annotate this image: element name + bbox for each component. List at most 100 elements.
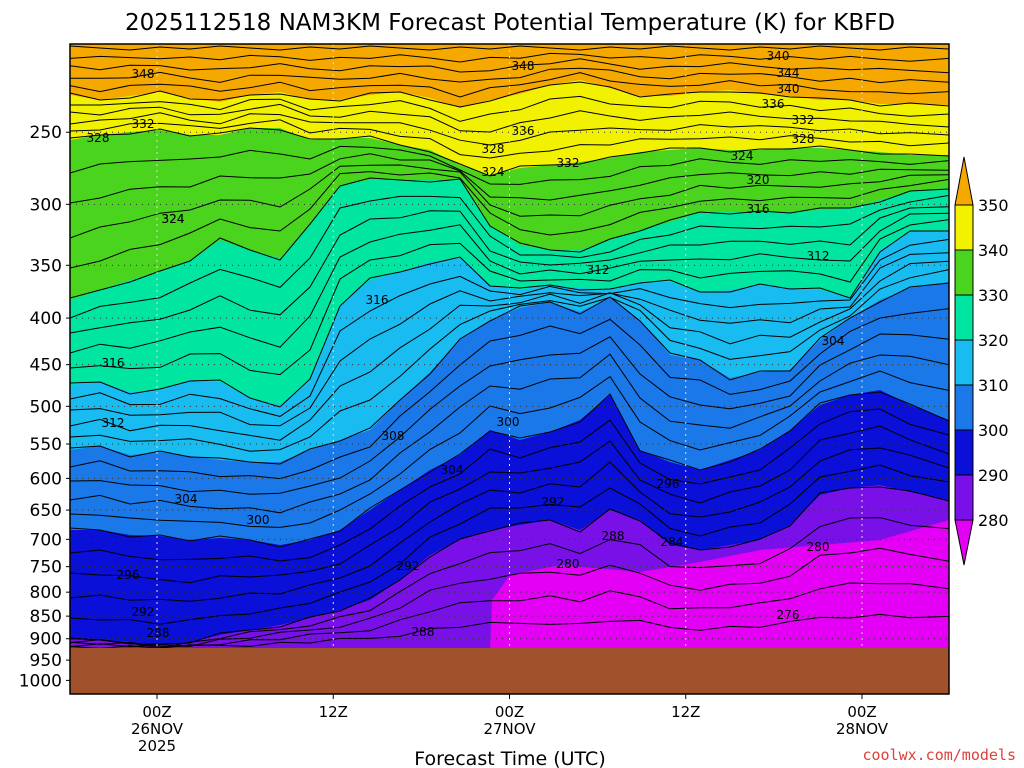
contour-line — [70, 52, 949, 63]
y-tick-label: 350 — [30, 256, 62, 276]
contour-label: 328 — [482, 142, 505, 156]
contour-line — [70, 238, 949, 417]
contour-label: 332 — [792, 113, 815, 127]
x-tick-label: 00Z — [495, 703, 524, 721]
contour-label: 312 — [587, 263, 610, 277]
contour-line — [70, 95, 949, 122]
contour-label: 312 — [102, 416, 125, 430]
plot-area — [70, 44, 949, 694]
contour-line — [70, 260, 949, 441]
y-tick-label: 650 — [30, 501, 62, 521]
contour-label: 332 — [132, 117, 155, 131]
contour-label: 320 — [747, 173, 770, 187]
contour-line — [70, 517, 949, 649]
contour-label: 348 — [132, 67, 155, 81]
y-tick-label: 450 — [30, 356, 62, 376]
contour-line — [70, 194, 949, 319]
contour-label: 296 — [117, 568, 140, 582]
credit-link[interactable]: coolwx.com/models — [862, 746, 1016, 764]
y-tick-label: 250 — [30, 123, 62, 143]
contour-label: 332 — [557, 156, 580, 170]
contour-line — [70, 67, 949, 84]
contour-line — [70, 464, 949, 625]
contour-line — [70, 177, 949, 299]
contour-label: 276 — [777, 608, 800, 622]
y-tick-label: 700 — [30, 530, 62, 550]
colorbar-label: 280 — [978, 511, 1009, 530]
y-tick-label: 500 — [30, 397, 62, 417]
contour-label: 324 — [482, 165, 505, 179]
contour-label: 288 — [602, 529, 625, 543]
contour-line — [70, 164, 949, 239]
colorbar-label: 320 — [978, 331, 1009, 350]
contour-line — [70, 370, 949, 528]
contour-line — [70, 613, 949, 649]
colorbar-segment — [954, 384, 974, 431]
y-tick-label: 300 — [30, 195, 62, 215]
colorbar-below-triangle — [954, 519, 974, 566]
contour-label: 304 — [441, 463, 464, 477]
x-tick-label: 12Z — [319, 703, 348, 721]
contour-line — [70, 230, 949, 408]
x-tick-label: 00Z — [847, 703, 876, 721]
contour-line — [70, 81, 949, 108]
contour-label: 328 — [87, 131, 110, 145]
y-tick-label: 900 — [30, 630, 62, 650]
chart-title: 2025112518 NAM3KM Forecast Potential Tem… — [125, 10, 895, 36]
colorbar-segment — [954, 429, 974, 476]
colorbar-label: 350 — [978, 196, 1009, 215]
contour-label: 296 — [657, 477, 680, 491]
colorbar-segment — [954, 204, 974, 251]
contour-label: 312 — [807, 249, 830, 263]
y-tick-label: 750 — [30, 558, 62, 578]
contour-line — [70, 425, 949, 584]
contour-label: 288 — [412, 625, 435, 639]
colorbar-label: 330 — [978, 286, 1009, 305]
surface-ground — [70, 648, 949, 694]
contour-label: 280 — [557, 557, 580, 571]
contour-line — [70, 171, 949, 269]
y-tick-label: 400 — [30, 309, 62, 329]
y-tick-label: 1000 — [19, 671, 62, 691]
contour-line — [70, 308, 949, 480]
contour-label: 280 — [807, 540, 830, 554]
colorbar-segment — [954, 249, 974, 296]
contour-label: 288 — [147, 626, 170, 640]
contour-label: 324 — [731, 149, 754, 163]
contour-line — [70, 58, 949, 74]
contour-lines — [70, 45, 949, 649]
contour-line — [70, 45, 949, 51]
colorbar-segment — [954, 294, 974, 341]
contour-line — [70, 206, 949, 334]
contour-line — [70, 119, 949, 159]
contour-label: 316 — [747, 202, 770, 216]
y-tick-label: 600 — [30, 469, 62, 489]
x-tick-label: 27NOV — [483, 720, 536, 738]
contour-line — [70, 269, 949, 452]
contour-label: 308 — [382, 429, 405, 443]
contour-line — [70, 282, 949, 465]
colorbar-segment — [954, 474, 974, 521]
contour-label: 304 — [175, 492, 198, 506]
contour-label: 316 — [366, 293, 389, 307]
contour-label: 328 — [792, 132, 815, 146]
contour-line — [70, 252, 949, 427]
contour-label: 340 — [767, 49, 790, 63]
x-axis-label: Forecast Time (UTC) — [414, 748, 605, 768]
y-tick-label: 800 — [30, 583, 62, 603]
x-tick-label: 2025 — [138, 737, 176, 755]
contour-label: 324 — [162, 212, 185, 226]
colorbar-label: 310 — [978, 376, 1009, 395]
contour-label: 292 — [542, 495, 565, 509]
x-tick-label: 00Z — [142, 703, 171, 721]
contour-line — [70, 547, 949, 647]
contour-line — [70, 72, 949, 98]
contour-line — [70, 112, 949, 146]
colorbar-above-triangle — [954, 156, 974, 206]
x-tick-label: 28NOV — [836, 720, 889, 738]
contour-line — [70, 127, 949, 177]
colorbar-segment — [954, 339, 974, 386]
contour-label: 336 — [762, 97, 785, 111]
